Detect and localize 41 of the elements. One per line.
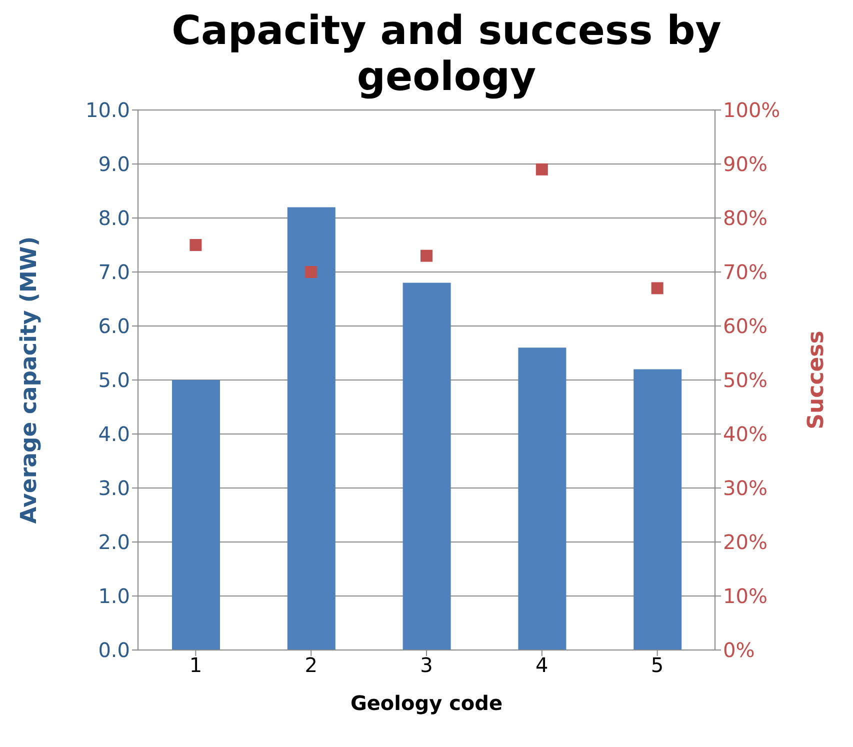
y-tick-label: 7.0 xyxy=(98,260,130,284)
x-axis-title: Geology code xyxy=(350,691,503,715)
y2-tick-label: 70% xyxy=(723,260,768,284)
bar xyxy=(518,348,566,650)
y2-axis-title: Success xyxy=(804,330,829,430)
y-tick-label: 2.0 xyxy=(98,530,130,554)
x-tick-label: 2 xyxy=(304,653,318,678)
point xyxy=(190,239,202,251)
y-axis-title: Average capacity (MW) xyxy=(16,236,42,524)
y2-tick-label: 30% xyxy=(723,476,768,500)
y2-tick-label: 40% xyxy=(723,422,768,446)
point xyxy=(305,266,318,278)
y-tick-label: 1.0 xyxy=(98,584,130,608)
y-tick-label: 10.0 xyxy=(85,98,130,122)
point xyxy=(536,163,548,176)
point xyxy=(651,282,664,294)
x-tick-label: 5 xyxy=(650,653,664,678)
y2-tick-label: 90% xyxy=(723,152,768,176)
y2-tick-label: 10% xyxy=(723,584,768,608)
y-tick-label: 0.0 xyxy=(98,638,130,662)
y2-tick-label: 80% xyxy=(723,206,768,230)
chart-title: Capacity and success by geology xyxy=(170,8,722,100)
bar xyxy=(287,207,336,650)
y2-tick-label: 60% xyxy=(723,314,768,338)
x-tick-label: 3 xyxy=(420,653,433,678)
y2-tick-label: 0% xyxy=(723,638,755,662)
bar xyxy=(634,369,682,650)
y-tick-label: 3.0 xyxy=(98,476,130,500)
y-tick-label: 5.0 xyxy=(98,368,130,392)
y-tick-label: 9.0 xyxy=(98,152,130,176)
y2-tick-label: 20% xyxy=(723,530,768,554)
point xyxy=(420,250,432,262)
y-tick-label: 4.0 xyxy=(98,422,130,446)
bar xyxy=(172,380,220,650)
y-tick-label: 8.0 xyxy=(98,206,130,230)
y2-tick-label: 100% xyxy=(723,98,780,122)
x-tick-label: 4 xyxy=(536,653,548,678)
y2-tick-label: 50% xyxy=(723,368,768,392)
y-tick-label: 6.0 xyxy=(98,314,130,338)
x-tick-label: 1 xyxy=(189,653,202,678)
bar xyxy=(402,282,451,650)
